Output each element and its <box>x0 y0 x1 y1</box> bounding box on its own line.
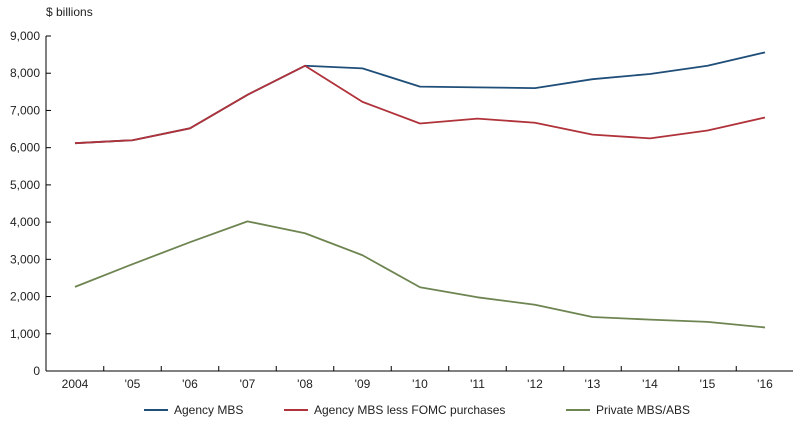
x-tick-label: '16 <box>757 377 773 391</box>
x-tick-label: '12 <box>527 377 543 391</box>
y-tick-label: 7,000 <box>10 103 40 117</box>
x-tick-label: '11 <box>470 377 485 391</box>
x-tick-label: 2004 <box>62 377 89 391</box>
x-tick-label: '14 <box>642 377 658 391</box>
y-tick-label: 9,000 <box>10 29 40 43</box>
y-tick-label: 5,000 <box>10 178 40 192</box>
y-axis-unit-label: $ billions <box>46 5 93 19</box>
legend-label: Agency MBS less FOMC purchases <box>314 403 505 417</box>
x-tick-label: '15 <box>700 377 716 391</box>
x-tick-label: '10 <box>412 377 428 391</box>
x-tick-label: '13 <box>585 377 601 391</box>
x-tick-label: '08 <box>297 377 313 391</box>
series-line-3 <box>74 220 766 329</box>
y-tick-label: 1,000 <box>10 327 40 341</box>
legend-label: Agency MBS <box>174 403 243 417</box>
x-axis: 2004 '05 '06 '07 '08 '09 '10 '11 '12 '13 '14 '15 '16 <box>46 366 793 391</box>
y-tick-label: 8,000 <box>10 66 40 80</box>
y-tick-label: 4,000 <box>10 215 40 229</box>
y-tick-label: 0 <box>33 364 40 378</box>
series-line-2 <box>74 64 766 145</box>
legend: Agency MBS Agency MBS less FOMC purchases… <box>144 403 690 417</box>
y-tick-label: 3,000 <box>10 252 40 266</box>
x-tick-label: '09 <box>355 377 371 391</box>
y-tick-label: 6,000 <box>10 141 40 155</box>
x-tick-label: '06 <box>182 377 198 391</box>
series-lines <box>74 51 766 329</box>
x-tick-label: '07 <box>240 377 256 391</box>
y-axis: 0 1,000 2,000 3,000 4,000 5,000 6,000 7,000 8,00… <box>10 29 51 378</box>
y-tick-label: 2,000 <box>10 290 40 304</box>
x-tick-label: '05 <box>125 377 141 391</box>
series-line-1 <box>74 51 766 145</box>
legend-label: Private MBS/ABS <box>596 403 690 417</box>
